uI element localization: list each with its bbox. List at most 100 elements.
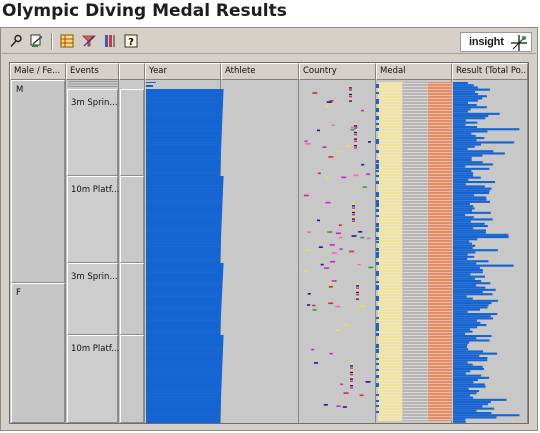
year-bar xyxy=(146,306,222,309)
help-button[interactable]: ? xyxy=(122,32,140,50)
medal-row-line xyxy=(428,371,452,372)
result-bar xyxy=(453,321,481,324)
column-header-spacer[interactable] xyxy=(119,63,145,80)
year-bar xyxy=(146,132,222,136)
year-bar xyxy=(146,398,221,402)
result-bar xyxy=(453,405,483,408)
medal-row-line xyxy=(378,239,402,240)
medal-row-line xyxy=(403,194,427,195)
medal-row-line xyxy=(428,161,452,162)
result-bar xyxy=(453,374,482,377)
medal-row-line xyxy=(378,326,402,327)
result-bar xyxy=(453,319,477,322)
medal-row-line xyxy=(428,266,452,267)
country-mark xyxy=(352,220,355,222)
year-bar xyxy=(146,246,221,249)
medal-row-line xyxy=(403,101,427,102)
medal-mark xyxy=(376,285,379,290)
medal-mark xyxy=(376,349,379,353)
result-bar xyxy=(453,207,475,210)
country-mark xyxy=(327,231,333,233)
result-bar xyxy=(453,152,505,155)
medal-row-line xyxy=(403,95,427,96)
medal-row-line xyxy=(378,410,402,411)
result-bar xyxy=(453,220,471,223)
medal-row-line xyxy=(378,371,402,372)
country-mark xyxy=(352,216,355,218)
column-header-result[interactable]: Result (Total Po... xyxy=(452,63,528,80)
column-header-medal[interactable]: Medal xyxy=(376,63,452,80)
year-bar xyxy=(146,93,224,97)
medal-row-line xyxy=(403,344,427,345)
medal-row-line xyxy=(403,119,427,120)
result-bar xyxy=(453,117,486,120)
medal-row-line xyxy=(378,281,402,282)
medal-row-line xyxy=(428,98,452,99)
medal-row-line xyxy=(403,374,427,375)
medal-row-line xyxy=(428,89,452,90)
column-header-year[interactable]: Year xyxy=(145,63,221,80)
gender-block[interactable] xyxy=(11,80,65,283)
country-mark xyxy=(339,248,343,250)
event-strip-line xyxy=(68,81,118,82)
column-header-athlete[interactable]: Athlete xyxy=(221,63,299,80)
medal-row-line xyxy=(403,203,427,204)
gender-block[interactable] xyxy=(11,283,65,423)
medal-row-line xyxy=(428,416,452,417)
medal-row-line xyxy=(378,125,402,126)
country-mark xyxy=(366,237,371,240)
medal-row-line xyxy=(428,206,452,207)
app-window: ? insight Male / Fe... Events Year Athlete C… xyxy=(0,27,538,431)
event-block[interactable] xyxy=(67,335,118,423)
medal-row-line xyxy=(428,338,452,339)
medal-row-line xyxy=(403,179,427,180)
country-mark xyxy=(325,176,329,179)
medal-row-line xyxy=(378,320,402,321)
year-bar xyxy=(146,366,223,370)
year-bar xyxy=(146,173,220,177)
event-block[interactable] xyxy=(67,89,118,176)
country-mark xyxy=(350,363,353,365)
event-block[interactable] xyxy=(67,263,118,335)
year-bar xyxy=(146,166,221,169)
medal-row-line xyxy=(403,251,427,252)
event-block[interactable] xyxy=(67,176,118,263)
medal-row-line xyxy=(428,311,452,312)
medal-mark xyxy=(376,108,379,112)
medal-mark xyxy=(376,411,379,413)
column-header-events[interactable]: Events xyxy=(66,63,119,80)
result-bar xyxy=(453,137,485,140)
medal-row-line xyxy=(378,383,402,384)
medal-row-line xyxy=(403,296,427,297)
medal-row-line xyxy=(378,287,402,288)
medal-mark xyxy=(376,344,379,348)
result-bar xyxy=(453,148,468,151)
medal-row-line xyxy=(403,341,427,342)
country-mark xyxy=(328,302,334,305)
medal-row-line xyxy=(378,329,402,330)
country-mark xyxy=(349,98,352,100)
medal-row-line xyxy=(428,251,452,252)
country-mark xyxy=(304,140,308,143)
year-bar xyxy=(146,159,221,162)
pin-tool-button[interactable] xyxy=(7,32,25,50)
medal-row-line xyxy=(428,287,452,288)
medal-row-line xyxy=(428,293,452,294)
filter-button[interactable] xyxy=(80,32,98,50)
data-table-button[interactable] xyxy=(58,32,76,50)
year-bar xyxy=(146,352,223,355)
medal-row-line xyxy=(378,254,402,255)
result-bar xyxy=(453,282,491,285)
column-header-country[interactable]: Country xyxy=(299,63,376,80)
medal-row-line xyxy=(428,245,452,246)
zoom-tool-button[interactable] xyxy=(28,32,46,50)
year-bar xyxy=(146,231,222,235)
country-mark xyxy=(349,250,355,253)
medal-row-line xyxy=(403,287,427,288)
column-body-spacer xyxy=(119,80,145,423)
table-lens[interactable]: Male / Fe... Events Year Athlete Country Meda… xyxy=(9,62,529,424)
column-button[interactable] xyxy=(101,32,119,50)
country-mark xyxy=(355,125,359,128)
column-header-gender[interactable]: Male / Fe... xyxy=(10,63,66,80)
result-bar xyxy=(453,291,483,294)
